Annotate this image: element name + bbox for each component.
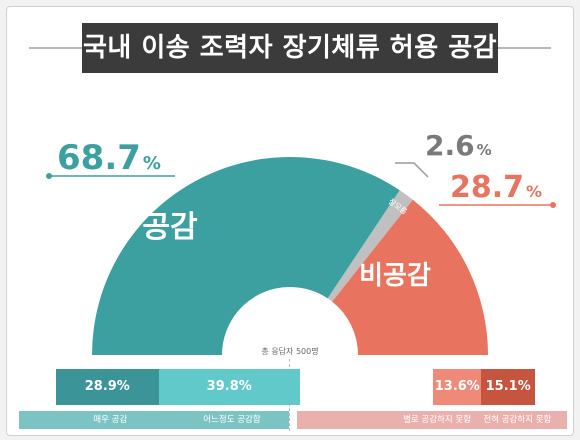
- category-strongly-agree: 매우 공감: [93, 415, 128, 425]
- category-somewhat-disagree: 별로 공감하지 못함: [403, 415, 472, 425]
- half-donut-chart: 공감 비공감 잘모름 68.7% 2.6% 28.7% 총 응답자 500명: [46, 129, 556, 356]
- leader-dot-agree: [46, 173, 52, 179]
- chart-title: 국내 이송 조력자 장기체류 허용 공감도: [82, 23, 498, 113]
- slice-label-agree: 공감: [142, 210, 198, 245]
- disagree-breakdown: 13.6% 15.1% 별로 공감하지 못함 전혀 공감하지 못함: [297, 359, 567, 431]
- slice-disagree: [332, 199, 488, 355]
- slice-label-disagree: 비공감: [359, 261, 431, 291]
- category-strongly-disagree: 전혀 공감하지 못함: [483, 415, 552, 425]
- agree-legend-strip: 매우 공감 어느정도 공감함: [19, 411, 289, 429]
- bar-strongly-disagree: 15.1%: [481, 369, 535, 405]
- chart-frame: 국내 이송 조력자 장기체류 허용 공감도 공감 비공감 잘모름 68.7% 2…: [6, 6, 574, 436]
- respondent-note: 총 응답자 500명: [261, 346, 318, 356]
- slice-agree: [92, 157, 400, 355]
- disagree-legend-strip: 별로 공감하지 못함 전혀 공감하지 못함: [297, 411, 567, 429]
- leader-dot-disagree: [550, 202, 556, 208]
- title-bar: 국내 이송 조력자 장기체류 허용 공감도: [7, 23, 573, 113]
- category-somewhat-agree: 어느정도 공감함: [203, 415, 261, 425]
- leader-line-dont-know: [395, 162, 429, 178]
- value-label-agree: 68.7%: [57, 138, 161, 178]
- slice-dont-know: [327, 190, 413, 302]
- value-label-dont-know: 2.6%: [425, 129, 492, 162]
- value-label-disagree: 28.7%: [450, 170, 542, 205]
- bar-somewhat-agree: 39.8%: [158, 369, 300, 405]
- bar-somewhat-disagree: 13.6%: [433, 369, 482, 405]
- agree-breakdown: 28.9% 39.8% 매우 공감 어느정도 공감함: [19, 359, 300, 431]
- bar-strongly-agree: 28.9%: [56, 369, 159, 405]
